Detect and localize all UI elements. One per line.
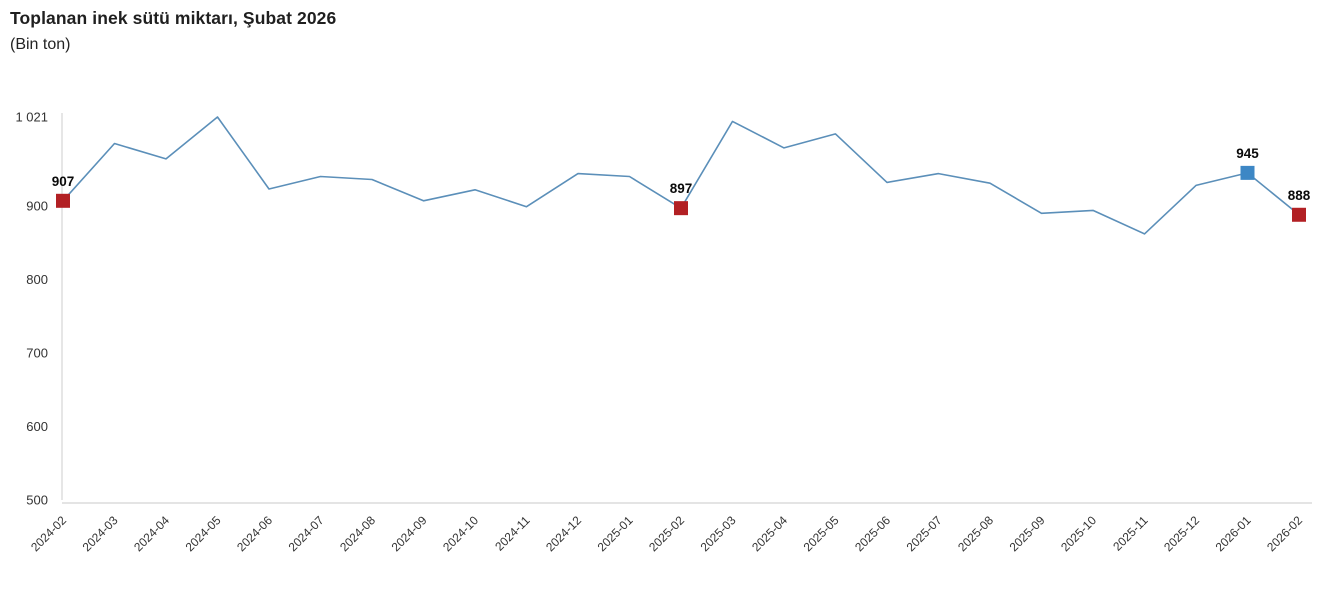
x-tick-label: 2025-06	[852, 513, 893, 554]
x-tick-label: 2026-02	[1264, 513, 1305, 554]
x-tick-label: 2025-01	[595, 513, 636, 554]
x-tick-label: 2024-03	[80, 513, 121, 554]
x-tick-label: 2024-05	[183, 513, 224, 554]
data-point-marker[interactable]	[674, 201, 688, 216]
x-tick-label: 2025-08	[955, 513, 996, 554]
chart-subtitle: (Bin ton)	[10, 36, 71, 53]
chart-header: Toplanan inek sütü miktarı, Şubat 2026 (…	[10, 8, 336, 54]
data-point-marker[interactable]	[56, 193, 70, 208]
y-tick-label: 700	[26, 345, 48, 360]
data-line	[62, 116, 1300, 235]
x-tick-label: 2025-07	[904, 513, 945, 554]
data-point-label: 888	[1288, 188, 1311, 203]
x-tick-label: 2025-09	[1007, 513, 1048, 554]
x-tick-label: 2024-11	[492, 513, 533, 554]
data-point-label: 945	[1236, 146, 1259, 161]
x-tick-label: 2024-10	[440, 513, 481, 554]
x-tick-label: 2024-12	[543, 513, 584, 554]
x-tick-label: 2025-03	[698, 513, 739, 554]
x-tick-label: 2024-07	[286, 513, 327, 554]
y-tick-label: 900	[26, 198, 48, 213]
x-tick-label: 2024-02	[28, 513, 69, 554]
y-tick-label: 500	[26, 493, 48, 508]
y-tick-label: 1 021	[15, 110, 48, 125]
x-tick-label: 2026-01	[1213, 513, 1254, 554]
x-tick-label: 2024-04	[131, 513, 172, 554]
x-tick-label: 2025-04	[749, 513, 790, 554]
x-tick-label: 2024-09	[389, 513, 430, 554]
x-tick-label: 2025-05	[801, 513, 842, 554]
x-tick-label: 2024-08	[337, 513, 378, 554]
x-tick-label: 2024-06	[234, 513, 275, 554]
x-tick-label: 2025-02	[646, 513, 687, 554]
y-tick-label: 800	[26, 272, 48, 287]
data-point-label: 907	[52, 174, 75, 189]
chart-title: Toplanan inek sütü miktarı, Şubat 2026	[10, 8, 337, 28]
x-tick-label: 2025-10	[1058, 513, 1099, 554]
x-tick-label: 2025-12	[1161, 513, 1202, 554]
data-point-marker[interactable]	[1240, 165, 1255, 180]
y-tick-label: 600	[26, 419, 48, 434]
data-point-marker[interactable]	[1292, 207, 1306, 222]
x-tick-label: 2025-11	[1110, 513, 1151, 554]
data-point-label: 897	[670, 181, 693, 196]
